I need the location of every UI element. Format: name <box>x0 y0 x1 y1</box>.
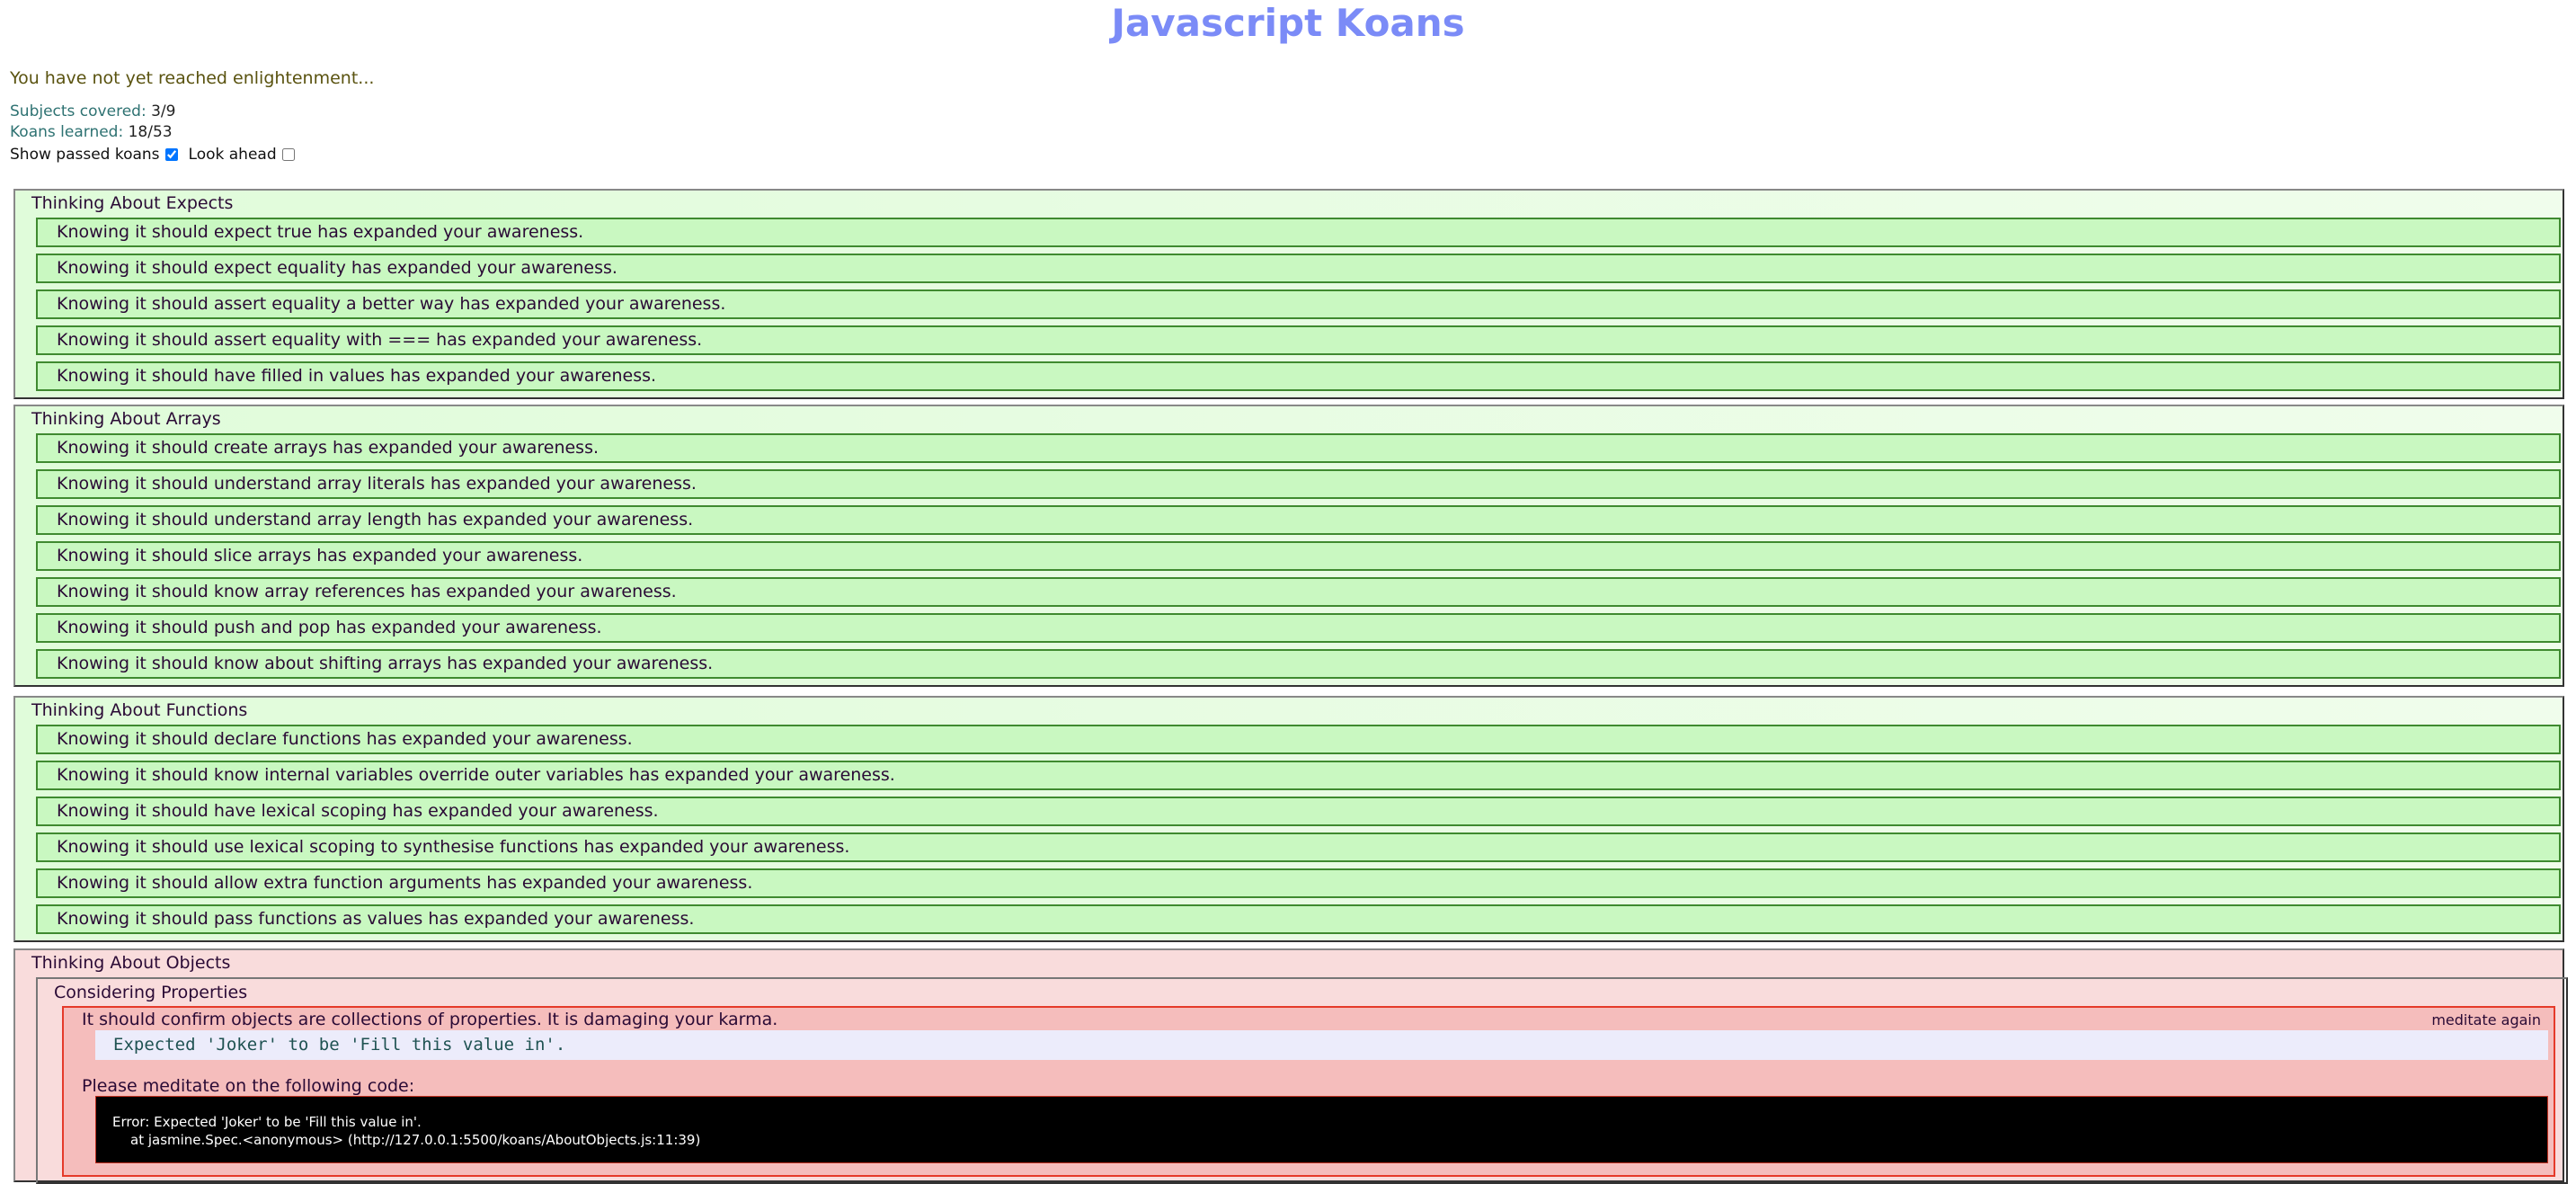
passed-koan: Knowing it should assert equality a bett… <box>36 289 2561 319</box>
passed-koan: Knowing it should know about shifting ar… <box>36 649 2561 679</box>
section-title: Thinking About Expects <box>31 193 234 213</box>
error-stack: Error: Expected 'Joker' to be 'Fill this… <box>95 1096 2548 1163</box>
passed-koan: Knowing it should understand array lengt… <box>36 505 2561 535</box>
passed-koan: Knowing it should understand array liter… <box>36 469 2561 499</box>
koans-label: Koans learned: <box>10 123 124 141</box>
expectation-message: Expected 'Joker' to be 'Fill this value … <box>95 1030 2548 1060</box>
stack-line: at jasmine.Spec.<anonymous> (http://127.… <box>130 1132 701 1148</box>
passed-koan: Knowing it should have lexical scoping h… <box>36 797 2561 826</box>
passed-koan: Knowing it should use lexical scoping to… <box>36 832 2561 862</box>
passed-koan: Knowing it should know internal variable… <box>36 761 2561 790</box>
section-objects: Thinking About Objects Considering Prope… <box>13 948 2568 1184</box>
koans-value: 18/53 <box>128 123 173 141</box>
section-arrays: Thinking About Arrays Knowing it should c… <box>13 405 2564 687</box>
passed-koan: Knowing it should allow extra function a… <box>36 868 2561 898</box>
subsection-title: Considering Properties <box>54 983 248 1002</box>
show-passed-label: Show passed koans <box>10 146 160 164</box>
subjects-value: 3/9 <box>151 102 176 120</box>
section-expects: Thinking About Expects Knowing it should … <box>13 189 2564 399</box>
passed-koan: Knowing it should assert equality with =… <box>36 325 2561 355</box>
look-ahead-label: Look ahead <box>188 146 277 164</box>
passed-koan: Knowing it should create arrays has expa… <box>36 433 2561 463</box>
subjects-covered: Subjects covered: 3/9 <box>10 102 175 120</box>
subjects-label: Subjects covered: <box>10 102 147 120</box>
page-title: Javascript Koans <box>1111 1 1465 45</box>
enlightenment-status: You have not yet reached enlightenment..… <box>10 68 375 88</box>
passed-koan: Knowing it should know array references … <box>36 577 2561 607</box>
koans-learned: Koans learned: 18/53 <box>10 123 173 141</box>
subsection-considering-properties: Considering Properties It should confirm… <box>36 977 2568 1184</box>
show-passed-checkbox[interactable] <box>164 148 178 161</box>
section-title: Thinking About Arrays <box>31 409 221 429</box>
passed-koan: Knowing it should expect true has expand… <box>36 218 2561 247</box>
error-line: Error: Expected 'Joker' to be 'Fill this… <box>112 1114 422 1130</box>
section-title: Thinking About Objects <box>31 953 231 973</box>
failure-message: It should confirm objects are collection… <box>82 1010 778 1029</box>
passed-koan: Knowing it should have filled in values … <box>36 361 2561 391</box>
section-functions: Thinking About Functions Knowing it shoul… <box>13 696 2564 942</box>
meditate-prompt: Please meditate on the following code: <box>82 1076 415 1096</box>
meditate-again-link[interactable]: meditate again <box>2431 1011 2541 1028</box>
options-bar: Show passed koans Look ahead <box>10 146 302 164</box>
passed-koan: Knowing it should slice arrays has expan… <box>36 541 2561 571</box>
passed-koan: Knowing it should expect equality has ex… <box>36 254 2561 283</box>
passed-koan: Knowing it should pass functions as valu… <box>36 904 2561 934</box>
failed-koan: It should confirm objects are collection… <box>62 1006 2555 1177</box>
passed-koan: Knowing it should declare functions has … <box>36 725 2561 754</box>
passed-koan: Knowing it should push and pop has expan… <box>36 613 2561 643</box>
look-ahead-checkbox[interactable] <box>281 148 295 161</box>
section-title: Thinking About Functions <box>31 700 248 720</box>
